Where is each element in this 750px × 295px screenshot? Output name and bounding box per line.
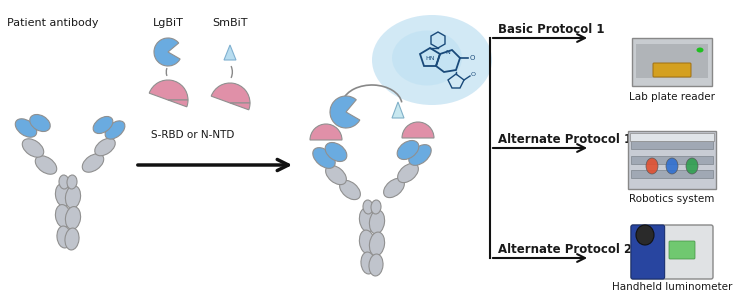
Ellipse shape [57, 226, 71, 248]
Wedge shape [310, 124, 342, 140]
Text: HN: HN [425, 55, 435, 60]
Polygon shape [224, 45, 236, 60]
Ellipse shape [56, 183, 70, 206]
Ellipse shape [93, 117, 112, 134]
Ellipse shape [370, 210, 385, 234]
Ellipse shape [94, 138, 116, 156]
Polygon shape [392, 102, 404, 118]
Ellipse shape [636, 225, 654, 245]
Text: O: O [470, 55, 476, 61]
Ellipse shape [392, 30, 462, 86]
Ellipse shape [359, 230, 374, 254]
Ellipse shape [359, 208, 374, 232]
Ellipse shape [371, 200, 381, 214]
Ellipse shape [67, 175, 77, 189]
FancyBboxPatch shape [631, 225, 713, 279]
FancyBboxPatch shape [653, 63, 691, 77]
Ellipse shape [65, 228, 79, 250]
Ellipse shape [372, 15, 492, 105]
Text: Lab plate reader: Lab plate reader [629, 92, 715, 102]
Ellipse shape [398, 163, 418, 183]
Ellipse shape [326, 142, 346, 161]
Ellipse shape [56, 204, 70, 227]
Text: Patient antibody: Patient antibody [7, 18, 98, 28]
Text: SmBiT: SmBiT [212, 18, 248, 28]
Text: Basic Protocol 1: Basic Protocol 1 [498, 23, 604, 36]
Ellipse shape [686, 158, 698, 174]
Ellipse shape [697, 47, 703, 53]
Ellipse shape [340, 180, 361, 200]
Ellipse shape [313, 148, 335, 168]
Text: Robotics system: Robotics system [629, 194, 715, 204]
Ellipse shape [369, 254, 383, 276]
Ellipse shape [30, 114, 50, 132]
Wedge shape [211, 83, 250, 103]
FancyBboxPatch shape [669, 241, 695, 259]
Text: N: N [446, 50, 450, 55]
Wedge shape [230, 103, 250, 110]
Ellipse shape [398, 140, 418, 160]
FancyBboxPatch shape [631, 225, 664, 279]
FancyBboxPatch shape [632, 38, 712, 86]
FancyBboxPatch shape [631, 170, 713, 178]
Ellipse shape [59, 175, 69, 189]
Text: Alternate Protocol 1: Alternate Protocol 1 [498, 133, 632, 146]
Text: Handheld luminometer: Handheld luminometer [612, 282, 732, 292]
Ellipse shape [363, 200, 373, 214]
Ellipse shape [383, 178, 404, 198]
Ellipse shape [65, 206, 80, 230]
Ellipse shape [65, 186, 80, 209]
Ellipse shape [409, 145, 431, 165]
Ellipse shape [105, 121, 125, 139]
Text: S-RBD or N-NTD: S-RBD or N-NTD [152, 130, 235, 140]
Ellipse shape [15, 119, 37, 137]
Wedge shape [168, 100, 188, 107]
Ellipse shape [22, 139, 44, 157]
FancyBboxPatch shape [636, 44, 708, 78]
FancyBboxPatch shape [631, 141, 713, 149]
Ellipse shape [370, 232, 385, 256]
Ellipse shape [361, 252, 375, 274]
Wedge shape [402, 122, 434, 138]
Ellipse shape [666, 158, 678, 174]
Ellipse shape [646, 158, 658, 174]
FancyBboxPatch shape [628, 131, 716, 189]
Ellipse shape [35, 156, 57, 174]
Wedge shape [149, 80, 188, 100]
Ellipse shape [326, 165, 346, 185]
Text: O: O [471, 73, 476, 78]
FancyBboxPatch shape [631, 156, 713, 164]
FancyBboxPatch shape [630, 133, 714, 141]
Text: LgBiT: LgBiT [152, 18, 184, 28]
Wedge shape [154, 38, 180, 66]
Ellipse shape [82, 154, 104, 172]
Wedge shape [330, 96, 360, 128]
Text: Alternate Protocol 2: Alternate Protocol 2 [498, 243, 632, 256]
